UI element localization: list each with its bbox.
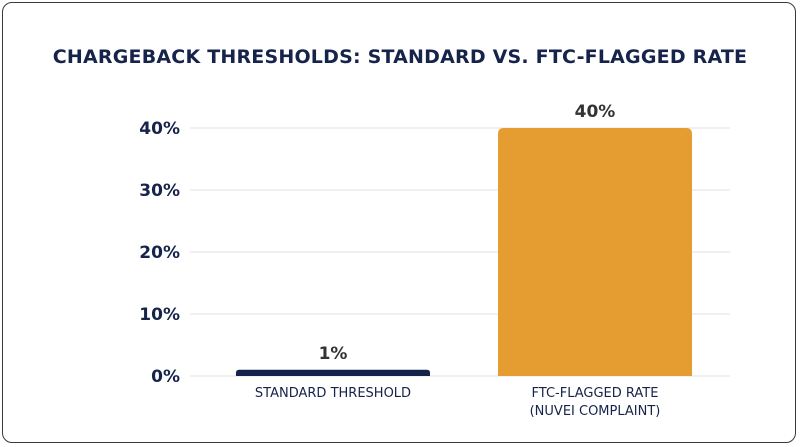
- y-tick-label: 30%: [139, 181, 180, 201]
- data-label: 40%: [575, 102, 616, 122]
- y-tick-label: 40%: [139, 119, 180, 139]
- bar: [498, 128, 692, 376]
- chart-title: CHARGEBACK THRESHOLDS: STANDARD VS. FTC-…: [52, 46, 748, 68]
- data-label: 1%: [319, 344, 348, 364]
- bar: [236, 369, 430, 376]
- y-tick-label: 20%: [139, 243, 180, 263]
- x-tick-label: FTC-FLAGGED RATE: [532, 386, 659, 401]
- y-tick-label: 10%: [139, 305, 180, 325]
- x-tick-label: STANDARD THRESHOLD: [255, 386, 411, 401]
- x-tick-label: (NUVEI COMPLAINT): [530, 404, 661, 419]
- y-tick-label: 0%: [151, 367, 180, 387]
